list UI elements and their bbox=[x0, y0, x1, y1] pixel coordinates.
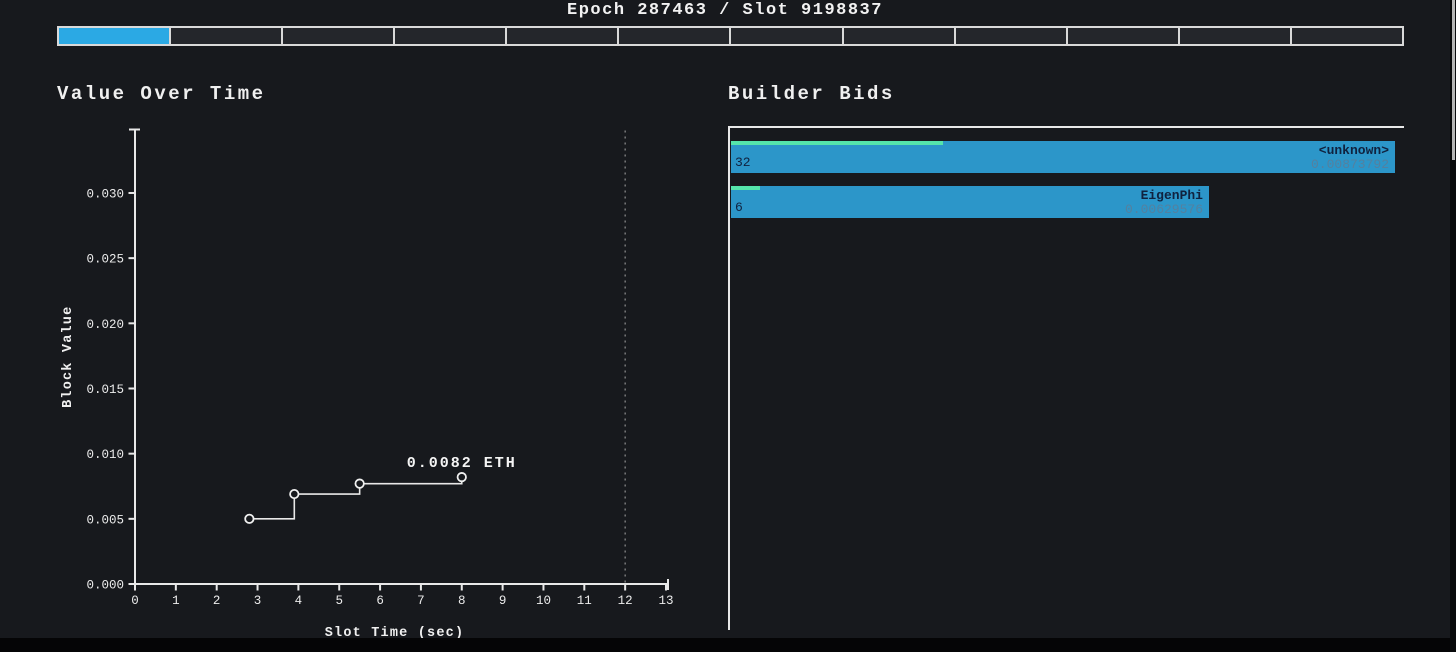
value-over-time-title: Value Over Time bbox=[57, 83, 266, 105]
progress-segment bbox=[1067, 28, 1180, 44]
bid-count-strip bbox=[731, 186, 760, 190]
x-tick-label: 11 bbox=[577, 594, 592, 608]
data-point-marker bbox=[244, 513, 255, 524]
y-tick-label: 0.010 bbox=[86, 448, 124, 462]
progress-segment bbox=[731, 28, 844, 44]
data-point-marker bbox=[354, 478, 365, 489]
x-axis-title: Slot Time (sec) bbox=[325, 626, 465, 641]
x-tick-label: 10 bbox=[536, 594, 551, 608]
y-tick-label: 0.020 bbox=[86, 318, 124, 332]
bid-builder-name: <unknown> bbox=[1318, 143, 1389, 158]
bid-value-label: 0.00629576 bbox=[1124, 202, 1203, 217]
data-point-marker bbox=[456, 472, 467, 483]
progress-segment bbox=[283, 28, 396, 44]
bids-top-axis bbox=[728, 126, 1404, 128]
bid-count-strip bbox=[731, 141, 943, 145]
slot-progress-bar bbox=[57, 26, 1404, 46]
y-tick-label: 0.025 bbox=[86, 253, 124, 267]
step-line-series bbox=[249, 477, 463, 520]
x-tick-label: 9 bbox=[499, 594, 507, 608]
bid-builder-name: EigenPhi bbox=[1140, 188, 1203, 203]
x-tick-label: 5 bbox=[335, 594, 343, 608]
builder-bids-title: Builder Bids bbox=[728, 83, 895, 105]
x-tick-label: 8 bbox=[458, 594, 466, 608]
x-tick-label: 12 bbox=[618, 594, 633, 608]
progress-segment bbox=[507, 28, 620, 44]
bid-bar: 6 EigenPhi 0.00629576 bbox=[731, 186, 1209, 218]
progress-segment-filled bbox=[59, 28, 172, 44]
x-tick-label: 13 bbox=[658, 594, 673, 608]
page-title: Epoch 287463 / Slot 9198837 bbox=[567, 1, 883, 20]
progress-segment bbox=[843, 28, 956, 44]
bid-count-label: 6 bbox=[735, 200, 743, 215]
x-tick-label: 0 bbox=[131, 594, 139, 608]
progress-segment bbox=[955, 28, 1068, 44]
progress-segment bbox=[171, 28, 284, 44]
y-tick-label: 0.000 bbox=[86, 579, 124, 593]
x-tick-label: 4 bbox=[295, 594, 303, 608]
y-tick-label: 0.030 bbox=[86, 187, 124, 201]
x-tick-label: 6 bbox=[376, 594, 384, 608]
x-tick-label: 1 bbox=[172, 594, 180, 608]
x-tick-label: 3 bbox=[254, 594, 262, 608]
bids-left-axis bbox=[728, 126, 730, 630]
bid-value-label: 0.00873792 bbox=[1310, 157, 1389, 172]
bottom-border bbox=[0, 638, 1456, 652]
y-axis-title: Block Value bbox=[61, 306, 76, 408]
bid-bar: 32 <unknown> 0.00873792 bbox=[731, 141, 1395, 173]
progress-segment bbox=[395, 28, 508, 44]
progress-segment bbox=[1291, 28, 1402, 44]
scrollbar-thumb[interactable] bbox=[1452, 0, 1455, 160]
data-point-marker bbox=[289, 488, 300, 500]
progress-segment bbox=[1179, 28, 1292, 44]
progress-segment bbox=[619, 28, 732, 44]
y-tick-label: 0.005 bbox=[86, 513, 124, 527]
y-tick-label: 0.015 bbox=[86, 383, 124, 397]
best-bid-annotation: 0.0082 ETH bbox=[407, 455, 517, 472]
bid-count-label: 32 bbox=[735, 155, 751, 170]
x-tick-label: 7 bbox=[417, 594, 425, 608]
scrollbar-track[interactable] bbox=[1450, 0, 1456, 652]
x-tick-label: 2 bbox=[213, 594, 221, 608]
